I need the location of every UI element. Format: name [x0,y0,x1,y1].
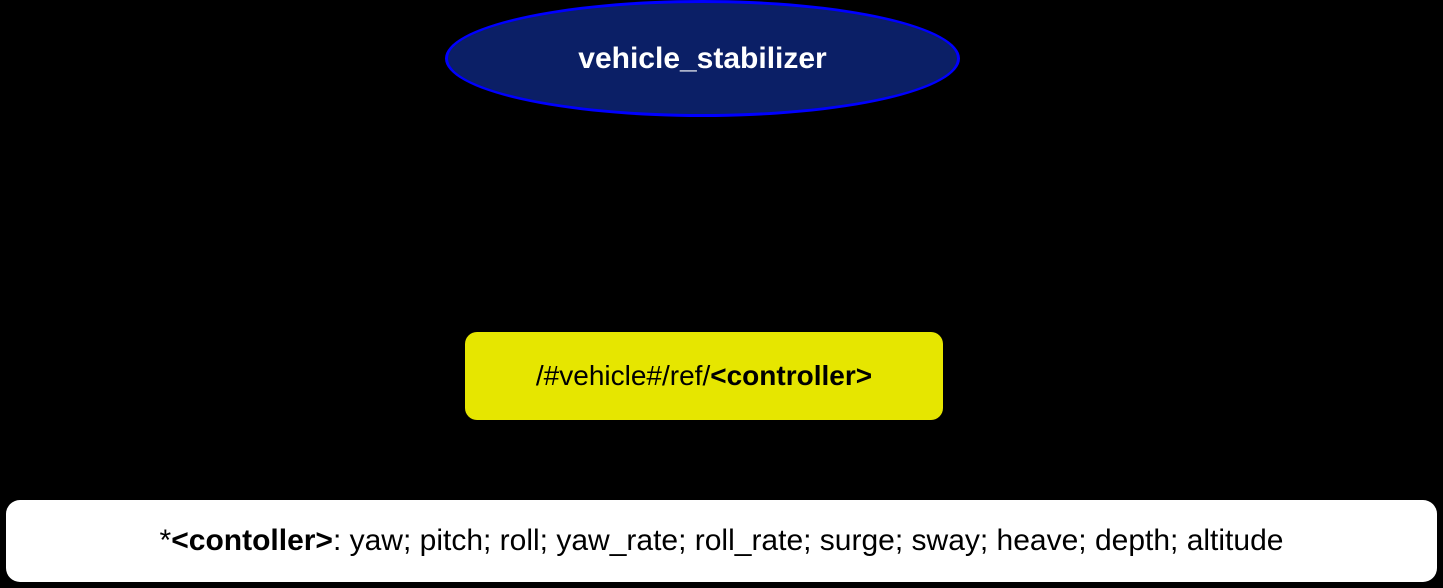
caption-box: *<contoller>: yaw; pitch; roll; yaw_rate… [6,500,1437,582]
caption-bold: <contoller> [171,524,333,557]
topic-node-label: /#vehicle#/ref/<controller> [536,360,872,392]
caption-suffix: : yaw; pitch; roll; yaw_rate; roll_rate;… [333,524,1283,557]
root-node-ellipse: vehicle_stabilizer [445,0,960,117]
topic-label-prefix: /#vehicle#/ref/ [536,360,710,391]
caption-asterisk: * [160,524,172,557]
topic-node-box: /#vehicle#/ref/<controller> [465,332,943,420]
topic-label-bold: <controller> [710,360,872,391]
root-node-label: vehicle_stabilizer [578,42,826,76]
caption-label: *<contoller>: yaw; pitch; roll; yaw_rate… [160,524,1284,558]
